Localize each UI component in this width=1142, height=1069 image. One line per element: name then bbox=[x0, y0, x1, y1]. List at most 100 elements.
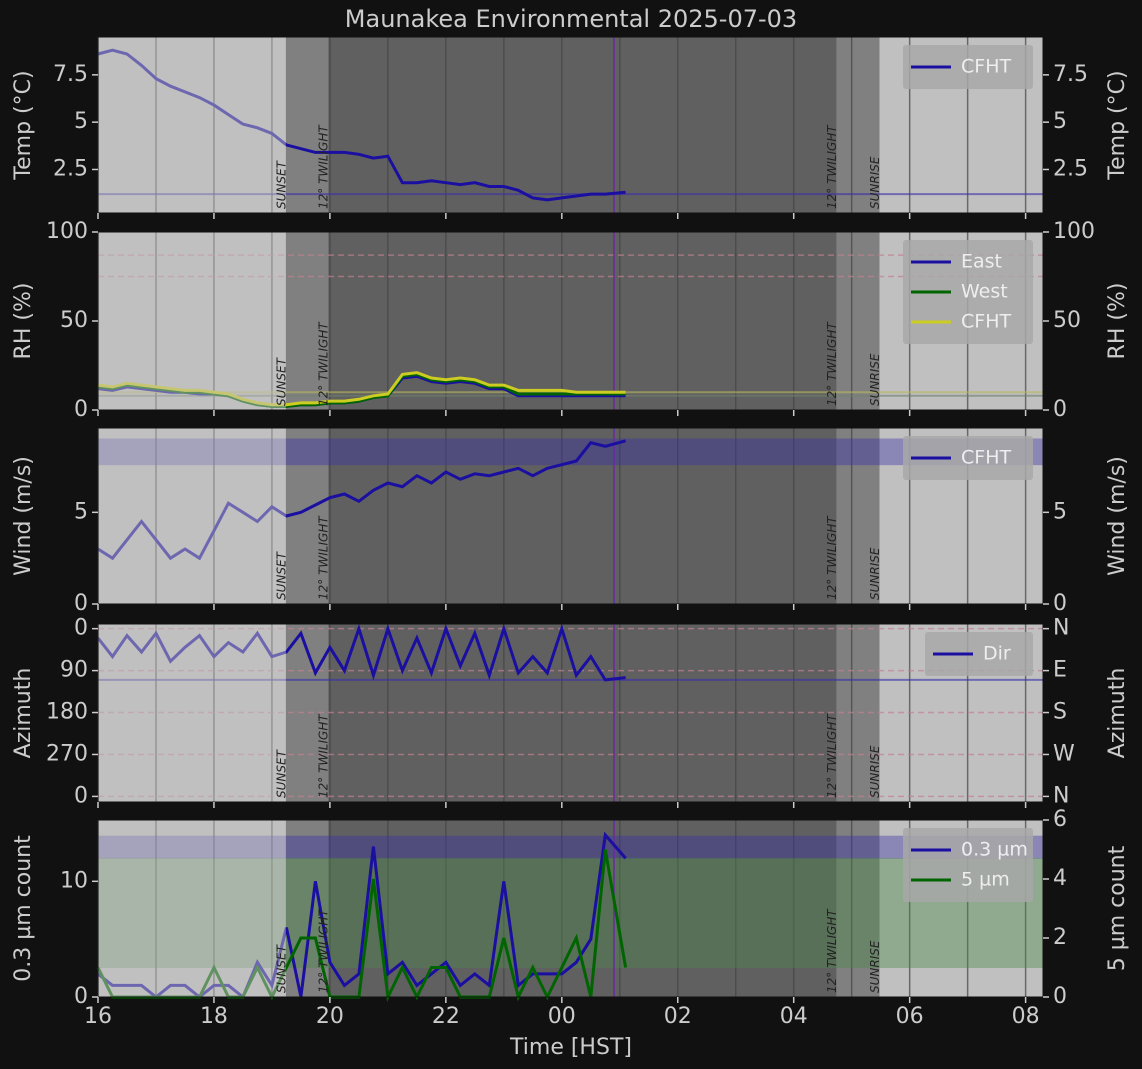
y-tick-label: 180 bbox=[46, 700, 88, 725]
x-tick-label: 20 bbox=[316, 1004, 344, 1029]
y-tick-label: 5 bbox=[74, 499, 88, 524]
legend-label: 0.3 µm bbox=[961, 839, 1028, 861]
event-label: 12° TWILIGHT bbox=[825, 321, 839, 406]
panel-frame bbox=[97, 36, 1044, 214]
event-label: SUNRISE bbox=[868, 547, 882, 600]
night-shade bbox=[836, 428, 880, 604]
event-label: 12° TWILIGHT bbox=[825, 515, 839, 600]
y-axis-label: Temp (°C) bbox=[11, 70, 36, 180]
y2-tick-label: 2 bbox=[1053, 925, 1067, 950]
y-tick-label: 90 bbox=[60, 658, 88, 683]
y2-tick-label: 5 bbox=[1053, 109, 1067, 134]
y-tick-label: 0 bbox=[74, 783, 88, 808]
event-label: 12° TWILIGHT bbox=[317, 515, 331, 600]
y-axis-label: Azimuth bbox=[11, 668, 36, 759]
event-label: SUNRISE bbox=[868, 745, 882, 798]
legend-label: CFHT bbox=[961, 56, 1011, 78]
legend-label: CFHT bbox=[961, 447, 1011, 469]
event-label: SUNRISE bbox=[868, 156, 882, 209]
event-label: SUNRISE bbox=[868, 940, 882, 993]
y2-tick-label: 50 bbox=[1053, 308, 1081, 333]
y2-axis-label: 5 µm count bbox=[1105, 845, 1130, 971]
x-tick-label: 00 bbox=[548, 1004, 576, 1029]
x-tick-label: 18 bbox=[200, 1004, 228, 1029]
legend-box bbox=[925, 632, 1033, 676]
daylight-fade bbox=[98, 232, 286, 410]
night-shade bbox=[836, 37, 880, 213]
y-tick-label: 0 bbox=[74, 591, 88, 616]
y-tick-label: 0 bbox=[74, 397, 88, 422]
y2-axis-label: Temp (°C) bbox=[1105, 70, 1130, 180]
y2-tick-label: N bbox=[1053, 616, 1069, 641]
event-label: SUNRISE bbox=[868, 353, 882, 406]
chart-title: Maunakea Environmental 2025-07-03 bbox=[345, 5, 797, 33]
event-label: SUNSET bbox=[274, 748, 288, 798]
legend-label: Dir bbox=[983, 643, 1011, 665]
y-tick-label: 7.5 bbox=[53, 62, 88, 87]
y-tick-label: 50 bbox=[60, 308, 88, 333]
panel-frame bbox=[97, 427, 1044, 605]
panel-frame bbox=[97, 819, 1044, 998]
y-tick-label: 2.5 bbox=[53, 156, 88, 181]
night-shade bbox=[328, 232, 837, 410]
y-tick-label: 5 bbox=[74, 109, 88, 134]
night-shade bbox=[328, 428, 837, 604]
daylight-fade bbox=[98, 37, 286, 213]
y2-tick-label: 0 bbox=[1053, 591, 1067, 616]
x-axis-label: Time [HST] bbox=[509, 1035, 632, 1060]
x-tick-label: 22 bbox=[432, 1004, 460, 1029]
y2-tick-label: 6 bbox=[1053, 807, 1067, 832]
legend-label: East bbox=[961, 251, 1002, 273]
event-label: 12° TWILIGHT bbox=[317, 321, 331, 406]
x-tick-label: 04 bbox=[780, 1004, 808, 1029]
event-label: 12° TWILIGHT bbox=[317, 908, 331, 993]
daylight-fade bbox=[98, 820, 286, 997]
y2-tick-label: S bbox=[1053, 700, 1067, 725]
daylight-fade bbox=[98, 428, 286, 604]
legend-box bbox=[903, 436, 1033, 480]
x-tick-label: 06 bbox=[896, 1004, 924, 1029]
event-label: SUNSET bbox=[274, 550, 288, 600]
x-tick-label: 08 bbox=[1012, 1004, 1040, 1029]
legend-label: CFHT bbox=[961, 311, 1011, 333]
event-label: 12° TWILIGHT bbox=[825, 124, 839, 209]
y-tick-label: 100 bbox=[46, 219, 88, 244]
y-axis-label: RH (%) bbox=[11, 283, 36, 360]
x-tick-label: 16 bbox=[84, 1004, 112, 1029]
y2-axis-label: Azimuth bbox=[1105, 668, 1130, 759]
y2-tick-label: E bbox=[1053, 658, 1067, 683]
y2-tick-label: 0 bbox=[1053, 984, 1067, 1009]
y2-tick-label: 100 bbox=[1053, 219, 1095, 244]
y2-tick-label: 0 bbox=[1053, 397, 1067, 422]
y2-axis-label: Wind (m/s) bbox=[1105, 456, 1130, 576]
y2-tick-label: N bbox=[1053, 783, 1069, 808]
night-shade bbox=[285, 37, 329, 213]
legend-label: West bbox=[961, 281, 1008, 303]
y2-tick-label: 4 bbox=[1053, 866, 1067, 891]
night-shade bbox=[285, 428, 329, 604]
y2-tick-label: W bbox=[1053, 741, 1075, 766]
y-axis-label: 0.3 µm count bbox=[11, 835, 36, 982]
night-shade bbox=[836, 232, 880, 410]
event-label: SUNSET bbox=[274, 943, 288, 993]
event-label: SUNSET bbox=[274, 356, 288, 406]
y2-tick-label: 2.5 bbox=[1053, 156, 1088, 181]
y-tick-label: 270 bbox=[46, 741, 88, 766]
y-axis-label: Wind (m/s) bbox=[11, 456, 36, 576]
event-label: 12° TWILIGHT bbox=[825, 713, 839, 798]
y-tick-label: 10 bbox=[60, 868, 88, 893]
event-label: SUNSET bbox=[274, 159, 288, 209]
event-label: 12° TWILIGHT bbox=[317, 713, 331, 798]
x-tick-label: 02 bbox=[664, 1004, 692, 1029]
event-label: 12° TWILIGHT bbox=[825, 908, 839, 993]
y2-tick-label: 5 bbox=[1053, 499, 1067, 524]
y2-tick-label: 7.5 bbox=[1053, 62, 1088, 87]
legend-box bbox=[903, 45, 1033, 89]
y-tick-label: 0 bbox=[74, 616, 88, 641]
y-tick-label: 0 bbox=[74, 984, 88, 1009]
night-shade bbox=[328, 37, 837, 213]
legend-label: 5 µm bbox=[961, 869, 1010, 891]
night-shade bbox=[285, 232, 329, 410]
event-label: 12° TWILIGHT bbox=[317, 124, 331, 209]
